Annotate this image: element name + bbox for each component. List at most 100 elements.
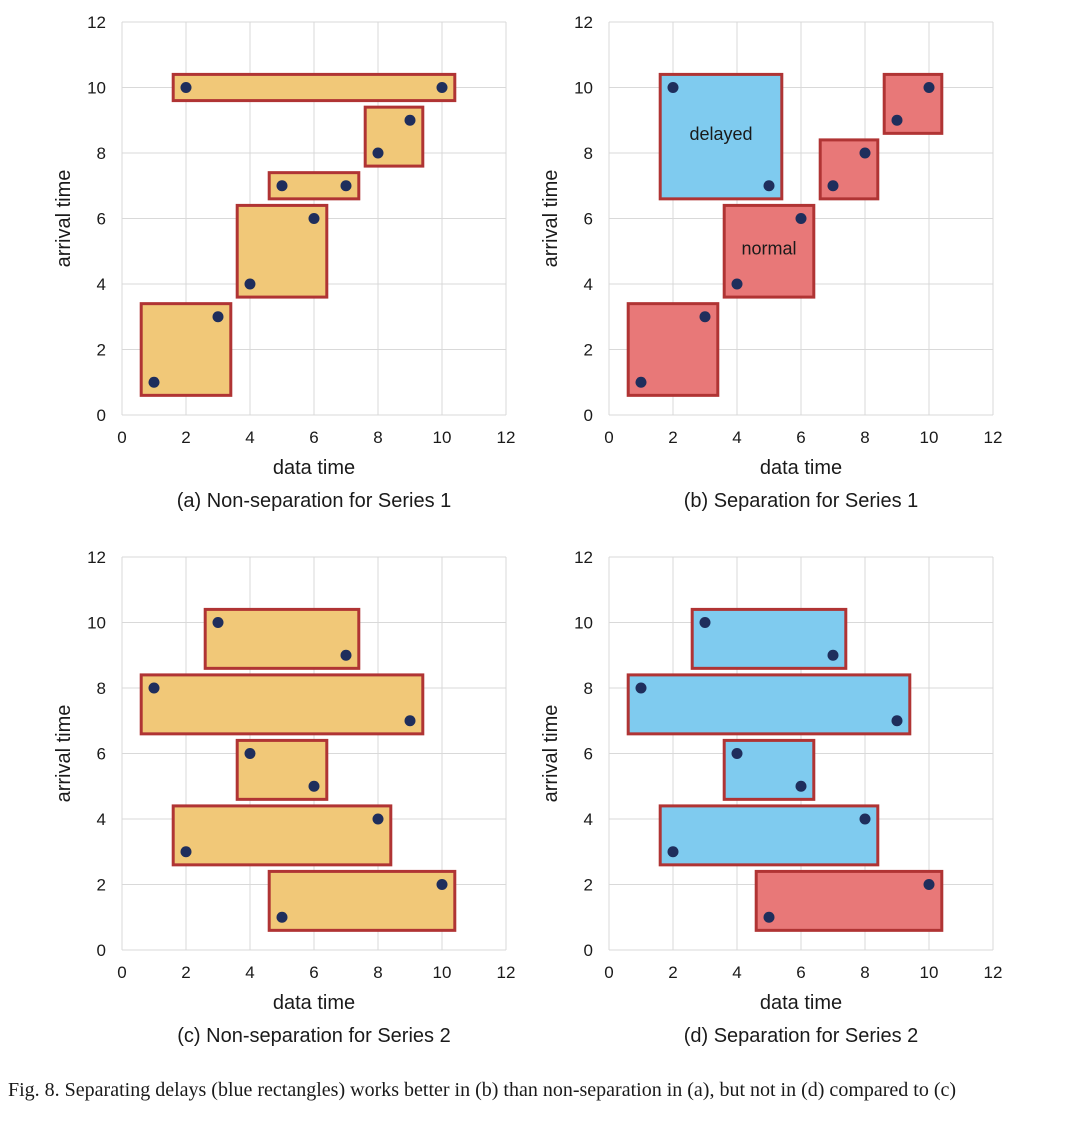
data-point [276, 180, 288, 192]
data-point [212, 311, 224, 323]
data-point [148, 682, 160, 694]
y-tick-label: 6 [584, 210, 593, 229]
y-axis-label: arrival time [53, 170, 75, 268]
y-tick-label: 10 [87, 614, 106, 633]
y-tick-label: 2 [584, 876, 593, 895]
data-point [667, 82, 679, 93]
data-point [436, 82, 448, 93]
panel-title: (d) Separation for Series 2 [684, 1025, 919, 1047]
x-axis-label: data time [760, 457, 842, 479]
x-axis-label: data time [760, 992, 842, 1014]
x-tick-label: 4 [732, 428, 741, 447]
y-tick-label: 6 [584, 745, 593, 764]
y-tick-label: 8 [584, 679, 593, 698]
x-tick-label: 8 [860, 963, 869, 982]
merged-rectangle [171, 72, 457, 103]
panel-title: (c) Non-separation for Series 2 [177, 1025, 450, 1047]
x-tick-label: 0 [604, 963, 613, 982]
data-point [148, 376, 160, 388]
x-axis-label: data time [273, 992, 355, 1014]
x-tick-label: 6 [796, 963, 805, 982]
normal-rectangle [818, 138, 880, 201]
y-tick-label: 2 [97, 341, 106, 360]
x-tick-label: 0 [604, 428, 613, 447]
x-tick-label: 6 [309, 428, 318, 447]
chart-panel-a: 0 2 4 6 8 10 12 0 2 4 6 8 10 12 data time arrival time (… [53, 13, 515, 512]
chart-panel-b: 0 2 4 6 8 10 12 0 2 4 6 8 10 12 delayed normal data time… [540, 13, 1002, 512]
data-point [436, 879, 448, 890]
x-tick-label: 6 [309, 963, 318, 982]
merged-rectangle [139, 673, 425, 736]
x-tick-label: 10 [920, 963, 939, 982]
data-point [731, 748, 743, 759]
data-point [404, 114, 416, 126]
data-point [244, 278, 256, 290]
merged-rectangle [171, 804, 393, 867]
y-tick-label: 0 [97, 406, 106, 425]
data-point [763, 911, 775, 923]
data-point [859, 147, 871, 159]
data-point [372, 147, 384, 159]
x-tick-label: 10 [433, 428, 452, 447]
y-tick-label: 0 [584, 406, 593, 425]
delayed-rectangle [658, 72, 784, 201]
y-axis-label: arrival time [53, 705, 75, 803]
y-tick-label: 10 [574, 79, 593, 98]
data-point [635, 682, 647, 694]
data-point [635, 376, 647, 388]
data-point [180, 846, 192, 858]
data-point [699, 311, 711, 323]
delayed-rectangle [690, 607, 848, 670]
data-point [923, 82, 935, 93]
data-point [827, 180, 839, 192]
y-tick-label: 2 [97, 876, 106, 895]
y-axis-label: arrival time [540, 705, 562, 803]
y-tick-label: 6 [97, 745, 106, 764]
data-point [827, 649, 839, 661]
x-tick-label: 4 [732, 963, 741, 982]
data-point [276, 911, 288, 923]
data-point [340, 180, 352, 192]
normal-rectangle [754, 869, 944, 932]
y-tick-label: 10 [574, 614, 593, 633]
x-axis-label: data time [273, 457, 355, 479]
data-point [308, 780, 320, 792]
y-tick-label: 0 [584, 941, 593, 960]
data-point [795, 213, 807, 224]
data-point [372, 813, 384, 825]
merged-rectangle [203, 607, 361, 670]
data-point [923, 879, 935, 890]
x-tick-label: 8 [373, 963, 382, 982]
y-tick-label: 6 [97, 210, 106, 229]
y-tick-label: 12 [574, 13, 593, 32]
annotation-label: delayed [689, 124, 752, 144]
x-tick-label: 8 [860, 428, 869, 447]
y-tick-label: 2 [584, 341, 593, 360]
annotation-label: normal [741, 239, 796, 259]
y-tick-label: 8 [584, 144, 593, 163]
merged-rectangle [267, 869, 457, 932]
x-tick-label: 12 [497, 963, 516, 982]
data-point [763, 180, 775, 192]
data-point [795, 780, 807, 792]
data-point [891, 114, 903, 126]
chart-panel-c: 0 2 4 6 8 10 12 0 2 4 6 8 10 12 data time arrival time (… [53, 548, 515, 1047]
x-tick-label: 10 [920, 428, 939, 447]
data-point [667, 846, 679, 858]
data-point [404, 715, 416, 727]
x-tick-label: 0 [117, 428, 126, 447]
y-tick-label: 8 [97, 679, 106, 698]
x-tick-label: 12 [984, 963, 1003, 982]
y-axis-label: arrival time [540, 170, 562, 268]
data-point [308, 213, 320, 224]
x-tick-label: 12 [984, 428, 1003, 447]
y-tick-label: 8 [97, 144, 106, 163]
x-tick-label: 10 [433, 963, 452, 982]
y-tick-label: 4 [584, 810, 593, 829]
y-tick-label: 12 [574, 548, 593, 567]
x-tick-label: 2 [668, 963, 677, 982]
y-tick-label: 4 [584, 275, 593, 294]
x-tick-label: 0 [117, 963, 126, 982]
panel-title: (a) Non-separation for Series 1 [177, 490, 452, 512]
